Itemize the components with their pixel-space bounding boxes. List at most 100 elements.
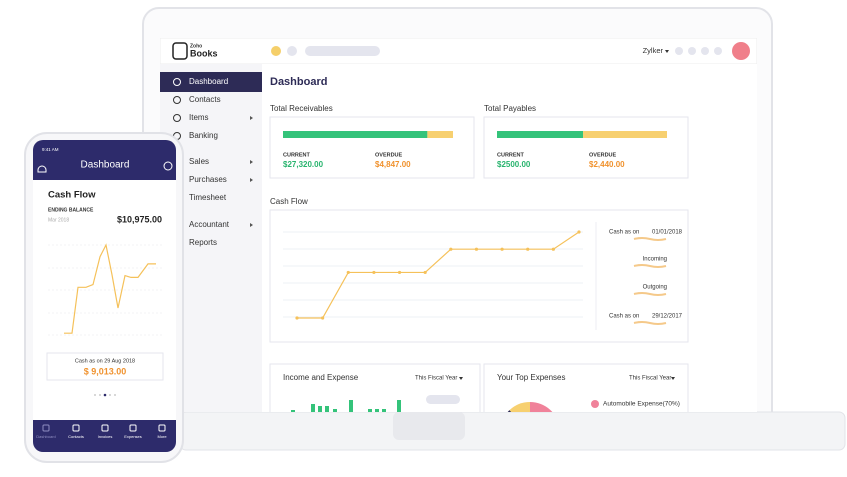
pie-slice (530, 402, 553, 412)
card (269, 116, 475, 179)
legend-label: Automobile Expense(70%) (603, 401, 680, 408)
nav-icon[interactable] (158, 424, 166, 432)
period-select: This Fiscal Year (629, 376, 671, 382)
balance-period: Mar 2018 (48, 217, 69, 223)
page-dot (99, 394, 101, 396)
pie-slice (509, 402, 530, 412)
sidebar-item[interactable]: Items (189, 113, 209, 122)
search-pill[interactable] (305, 46, 380, 56)
cash-flow-point (295, 316, 299, 320)
sidebar-item[interactable]: Banking (189, 131, 218, 140)
bar (311, 404, 315, 412)
sidebar-item[interactable]: Purchases (189, 175, 227, 184)
cash-flow-point (551, 247, 555, 251)
cash-flow-point (577, 230, 581, 234)
phone-title: Dashboard (81, 160, 130, 171)
cash-flow-point (372, 270, 376, 275)
page-title: Dashboard (270, 76, 327, 88)
sidebar-item[interactable]: Timesheet (189, 193, 227, 202)
legend-dot (591, 400, 599, 408)
top-dot (271, 46, 281, 56)
top-dot[interactable] (688, 47, 696, 55)
cash-flow-point (321, 316, 325, 320)
balance-bar (427, 131, 453, 138)
page-dot (114, 394, 116, 396)
sidebar-icon (173, 96, 181, 104)
legend-squiggle (633, 321, 667, 325)
logo-product: Books (190, 48, 218, 58)
sidebar-icon (173, 78, 181, 86)
phone-bg (33, 140, 176, 452)
laptop-notch (393, 412, 465, 440)
card-title: Your Top Expenses (497, 373, 566, 382)
amount-value: $2,440.00 (589, 160, 625, 169)
nav-label: Expenses (124, 434, 142, 439)
top-dot (287, 46, 297, 56)
refresh-icon[interactable] (163, 161, 173, 171)
balance-bar (283, 131, 428, 138)
bar (291, 410, 295, 412)
legend-date: 01/01/2018 (652, 230, 683, 236)
sidebar-active[interactable] (160, 72, 262, 92)
toggle[interactable] (426, 395, 460, 404)
nav-icon[interactable] (72, 424, 80, 432)
top-dot[interactable] (675, 47, 683, 55)
page-dot (109, 394, 111, 396)
nav-label: Invoices (98, 434, 113, 439)
amount-value: $4,847.00 (375, 160, 411, 169)
nav-label: Contacts (68, 434, 84, 439)
balance-bar (497, 131, 584, 138)
top-dot[interactable] (701, 47, 709, 55)
amount-value: $2500.00 (497, 160, 531, 169)
bell-icon[interactable] (37, 165, 47, 173)
bar (382, 409, 386, 412)
amount-label: CURRENT (497, 152, 525, 158)
nav-icon[interactable] (129, 424, 137, 432)
legend-squiggle (633, 264, 667, 268)
avatar[interactable] (732, 42, 750, 60)
cash-flow-point (397, 270, 402, 275)
card-title: Cash Flow (48, 190, 96, 201)
period-select: This Fiscal Year (415, 376, 457, 382)
bar (349, 400, 353, 412)
page-dot (94, 394, 96, 396)
cash-flow-point (474, 247, 479, 251)
phone-screen: 9:41 AM Dashboard Cash Flow ENDING BALANCE M… (33, 140, 176, 452)
cash-value: $ 9,013.00 (84, 366, 127, 376)
card-title: Income and Expense (283, 373, 359, 382)
submenu-arrow (250, 223, 253, 227)
nav-label: Dashboard (36, 434, 56, 439)
bar (375, 409, 379, 412)
sidebar-item[interactable]: Dashboard (189, 77, 228, 86)
card (483, 116, 689, 179)
caret (671, 377, 675, 380)
bar (325, 406, 329, 412)
cash-flow-point (346, 270, 350, 275)
legend-squiggle (633, 292, 667, 296)
sidebar-item[interactable]: Reports (189, 238, 217, 247)
cash-flow-point (500, 247, 504, 251)
sidebar-item[interactable]: Accountant (189, 220, 230, 229)
top-dot[interactable] (714, 47, 722, 55)
sidebar-item[interactable]: Sales (189, 157, 209, 166)
top-bar (160, 38, 757, 65)
balance-value: $10,975.00 (117, 214, 162, 224)
legend-label: Incoming (643, 257, 667, 263)
caret (665, 50, 669, 53)
org-name: Zylker (643, 46, 664, 55)
bar (397, 400, 401, 412)
amount-label: OVERDUE (589, 152, 617, 158)
submenu-arrow (250, 178, 253, 182)
card (483, 363, 689, 412)
phone-cash-line (64, 243, 156, 334)
card-title: Total Payables (484, 104, 536, 113)
cash-flow-point (526, 247, 530, 251)
amount-label: OVERDUE (375, 152, 403, 158)
balance-label: ENDING BALANCE (48, 207, 94, 213)
phone-header (33, 140, 176, 180)
sidebar-item[interactable]: Contacts (189, 95, 221, 104)
nav-icon[interactable] (42, 424, 50, 432)
nav-icon[interactable] (101, 424, 109, 432)
submenu-arrow (250, 160, 253, 164)
